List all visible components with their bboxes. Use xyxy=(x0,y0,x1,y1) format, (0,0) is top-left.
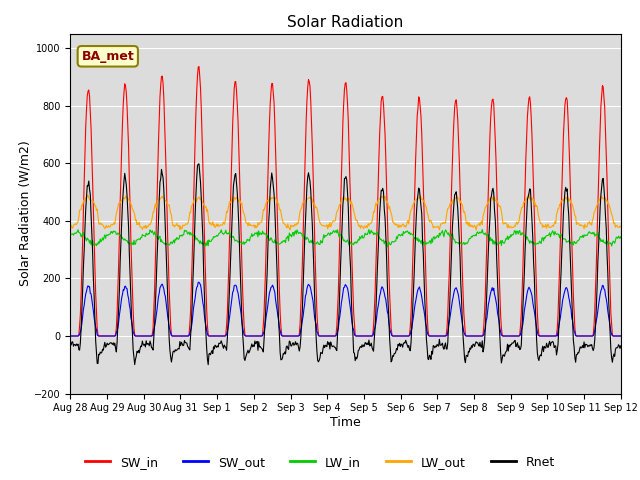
LW_out xyxy=(525,192,532,197)
Rnet xyxy=(77,340,84,346)
SW_out xyxy=(77,329,84,335)
SW_out xyxy=(133,333,141,339)
SW_in xyxy=(429,333,437,339)
SW_in xyxy=(617,333,625,339)
Rnet xyxy=(220,346,227,351)
SW_in xyxy=(133,333,141,339)
Line: SW_in: SW_in xyxy=(70,67,621,336)
Rnet xyxy=(414,192,422,198)
SW_in xyxy=(195,64,203,70)
LW_out xyxy=(67,223,74,229)
LW_out xyxy=(472,227,480,233)
LW_in xyxy=(189,231,196,237)
SW_out xyxy=(429,333,437,339)
Y-axis label: Solar Radiation (W/m2): Solar Radiation (W/m2) xyxy=(19,141,31,287)
LW_out xyxy=(133,222,141,228)
SW_out xyxy=(189,312,196,318)
Text: BA_met: BA_met xyxy=(81,50,134,63)
Legend: SW_in, SW_out, LW_in, LW_out, Rnet: SW_in, SW_out, LW_in, LW_out, Rnet xyxy=(80,451,560,474)
SW_in xyxy=(189,227,196,233)
LW_in xyxy=(617,234,625,240)
SW_in xyxy=(413,113,421,119)
Rnet xyxy=(133,348,141,354)
LW_in xyxy=(383,244,391,250)
SW_in xyxy=(219,333,227,339)
Title: Solar Radiation: Solar Radiation xyxy=(287,15,404,30)
LW_out xyxy=(189,201,196,206)
SW_out xyxy=(617,333,625,339)
Rnet xyxy=(189,279,196,285)
Line: SW_out: SW_out xyxy=(70,282,621,336)
LW_out xyxy=(429,221,436,227)
Rnet xyxy=(195,161,203,167)
LW_in xyxy=(133,237,141,243)
LW_out xyxy=(77,206,84,212)
SW_out xyxy=(195,279,202,285)
SW_out xyxy=(413,290,421,296)
Rnet xyxy=(204,362,212,368)
Line: LW_in: LW_in xyxy=(70,229,621,247)
LW_out xyxy=(617,224,625,230)
SW_out xyxy=(67,333,74,339)
Rnet xyxy=(617,343,625,348)
LW_out xyxy=(413,197,420,203)
Line: LW_out: LW_out xyxy=(70,194,621,230)
Rnet xyxy=(67,342,74,348)
X-axis label: Time: Time xyxy=(330,416,361,429)
LW_in xyxy=(77,231,84,237)
LW_in xyxy=(218,230,226,236)
Rnet xyxy=(430,343,438,349)
LW_in xyxy=(479,227,486,232)
Line: Rnet: Rnet xyxy=(70,164,621,365)
LW_in xyxy=(429,235,437,240)
LW_in xyxy=(67,232,74,238)
SW_in xyxy=(67,333,74,339)
SW_out xyxy=(219,333,227,339)
LW_in xyxy=(413,238,421,243)
LW_out xyxy=(218,223,226,228)
SW_in xyxy=(77,312,84,317)
